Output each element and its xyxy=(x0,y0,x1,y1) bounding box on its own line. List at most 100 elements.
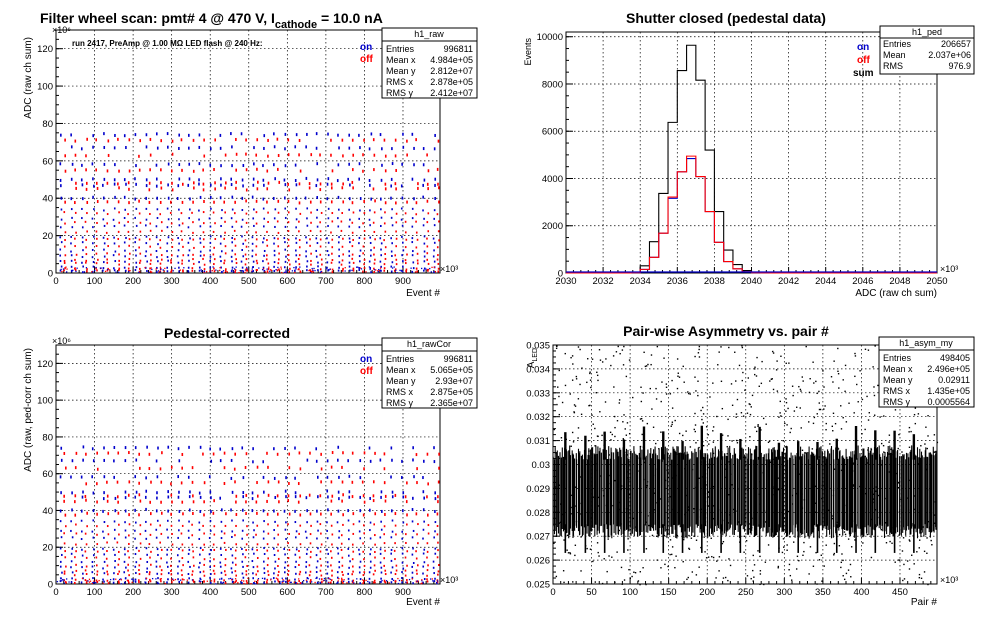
scatter-point-baseline xyxy=(120,583,122,585)
scatter-point-off xyxy=(170,200,172,204)
scatter-point-on xyxy=(156,572,159,575)
scatter-point xyxy=(718,556,721,558)
scatter-point-off xyxy=(363,237,366,240)
x-tick-label: 2050 xyxy=(926,276,947,287)
legend-off-label: off xyxy=(360,54,373,65)
scatter-point-on xyxy=(113,572,115,575)
scatter-point-on xyxy=(199,445,202,449)
scatter-point-off xyxy=(224,220,226,223)
scatter-point-baseline xyxy=(234,578,237,580)
scatter-point-off xyxy=(74,168,76,172)
scatter-point xyxy=(750,406,752,408)
scatter-point-off xyxy=(160,548,163,551)
scatter-point-on xyxy=(242,242,245,245)
scatter-point-off xyxy=(256,187,259,191)
scatter-point-baseline xyxy=(191,579,194,581)
scatter-point-on xyxy=(60,196,63,200)
scatter-point-off xyxy=(245,245,248,248)
scatter-point-baseline xyxy=(243,582,245,585)
scatter-point xyxy=(837,373,840,375)
scatter-point-off xyxy=(234,271,237,274)
scatter-point-off xyxy=(266,270,269,273)
x-tick-label: 350 xyxy=(815,587,831,598)
scatter-point-off xyxy=(139,542,142,545)
scatter-point-off xyxy=(256,138,259,142)
scatter-point-on xyxy=(167,259,169,262)
scatter-point xyxy=(727,435,729,437)
scatter-point-on xyxy=(338,261,341,264)
scatter-point-on xyxy=(253,162,255,166)
scatter-point-off xyxy=(149,262,152,265)
scatter-point-off xyxy=(245,199,247,203)
y-tick-label: 80 xyxy=(42,119,53,130)
scatter-point-baseline xyxy=(309,272,311,274)
scatter-point-off xyxy=(74,513,77,517)
scatter-point-off xyxy=(224,153,227,157)
scatter-point-on xyxy=(337,509,340,513)
scatter-point xyxy=(908,426,911,429)
scatter-point-baseline xyxy=(323,577,326,580)
scatter-point-off xyxy=(288,259,290,262)
scatter-point-baseline xyxy=(211,270,213,272)
scatter-point-off xyxy=(138,481,140,485)
scatter-point-off xyxy=(406,200,408,204)
scatter-point-baseline xyxy=(368,266,371,268)
scatter-point-on xyxy=(369,254,372,257)
scatter-point-on xyxy=(422,195,424,199)
stats-row-label: RMS y xyxy=(883,397,911,407)
scatter-point xyxy=(710,537,712,540)
scatter-point-on xyxy=(273,447,275,451)
scatter-point-on xyxy=(411,254,414,257)
scatter-point-off xyxy=(85,452,87,456)
scatter-point-on xyxy=(240,260,243,263)
scatter-point-off xyxy=(234,269,237,272)
scatter-point-off xyxy=(223,451,226,455)
scatter-point-off xyxy=(319,238,322,241)
scatter-point-off xyxy=(225,268,227,271)
scatter-point xyxy=(616,551,618,553)
scatter-point-on xyxy=(92,509,95,513)
scatter-point-off xyxy=(351,201,354,205)
scatter-point-off xyxy=(159,467,162,471)
scatter-point-on xyxy=(145,489,148,493)
scatter-point-on xyxy=(391,208,393,211)
scatter-point-on xyxy=(167,145,169,149)
histogram-sum xyxy=(566,44,937,274)
scatter-point xyxy=(880,529,883,531)
scatter-point-off xyxy=(224,558,227,561)
scatter-point-off xyxy=(235,543,238,546)
scatter-point xyxy=(731,440,733,442)
scatter-point xyxy=(789,431,791,434)
scatter-point xyxy=(647,363,649,366)
scatter-point xyxy=(608,555,610,557)
scatter-point-on xyxy=(188,548,191,551)
scatter-point-on xyxy=(134,529,136,532)
scatter-point-off xyxy=(235,574,238,577)
stats-row-label: RMS x xyxy=(386,77,414,87)
scatter-point-on xyxy=(391,577,393,580)
stats-row-label: RMS x xyxy=(386,387,414,397)
scatter-point xyxy=(702,413,705,415)
scatter-point-baseline xyxy=(126,579,129,582)
scatter-point-baseline xyxy=(261,577,264,580)
scatter-point-baseline xyxy=(328,577,330,580)
scatter-point-off xyxy=(395,263,398,266)
scatter-point xyxy=(832,381,834,383)
scatter-point-baseline xyxy=(226,271,228,273)
scatter-point xyxy=(664,563,666,566)
scatter-point xyxy=(639,571,641,573)
scatter-point xyxy=(599,411,601,413)
scatter-point-on xyxy=(390,581,393,584)
scatter-point-baseline xyxy=(431,578,433,580)
scatter-point xyxy=(693,428,695,431)
scatter-point xyxy=(687,392,690,395)
scatter-point-on xyxy=(231,145,233,149)
scatter-point xyxy=(641,420,644,422)
scatter-point-off xyxy=(107,451,110,455)
scatter-point xyxy=(815,551,817,554)
scatter-point-on xyxy=(210,207,212,210)
scatter-point-off xyxy=(287,499,290,503)
scatter-point-on xyxy=(102,183,104,187)
scatter-point-on xyxy=(242,565,244,568)
scatter-point-off xyxy=(171,254,173,257)
